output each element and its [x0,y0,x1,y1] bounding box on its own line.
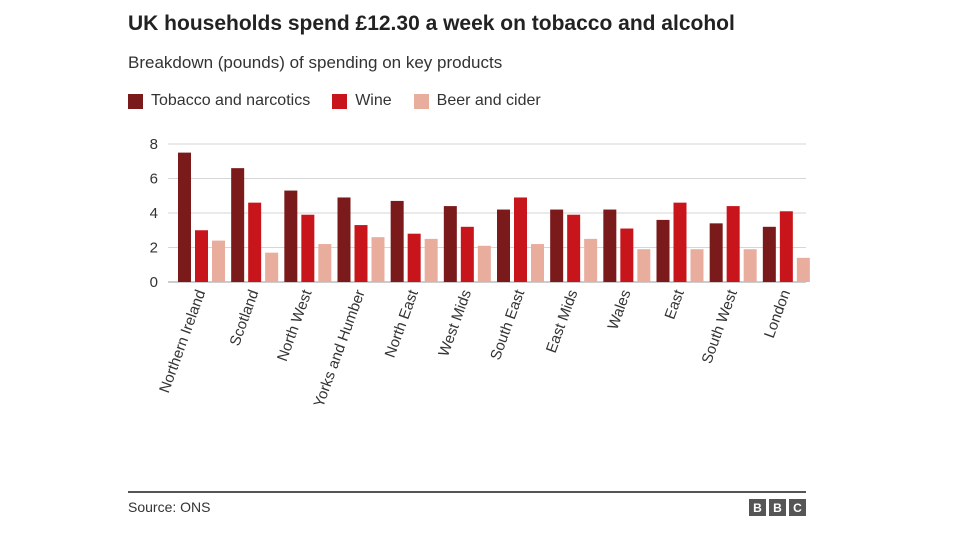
bar [796,257,810,282]
footer-divider [128,491,806,493]
x-tick-label: Northern Ireland [156,288,209,396]
x-tick-label: London [761,288,794,341]
bar [371,237,385,282]
bar [531,244,544,282]
bar [779,211,793,282]
legend-swatch-tobacco [128,93,143,109]
bar [690,249,704,282]
bar [390,200,404,282]
chart-title: UK households spend £12.30 a week on tob… [128,12,735,35]
x-tick-label: North East [382,287,422,360]
x-tick-label: South East [487,287,528,363]
legend-label-tobacco: Tobacco and narcotics [151,92,311,109]
bar [497,209,510,282]
bar [726,206,740,282]
bar [212,240,225,282]
x-tick-label: Scotland [226,288,262,349]
bar [656,219,670,282]
bbc-logo-letter: B [769,499,786,516]
bar [337,197,351,282]
bar [673,202,687,282]
legend-swatch-wine [332,93,348,109]
y-tick-label: 4 [150,205,158,222]
bar [195,230,208,282]
y-tick-label: 8 [150,136,158,153]
x-tick-label: Yorks and Humber [310,288,368,410]
legend: Tobacco and narcotics Wine Beer and cide… [128,92,563,110]
bar [567,214,581,282]
bar [443,206,457,282]
bar [460,226,474,282]
x-tick-label: East [662,287,689,322]
bar [318,244,332,282]
bar [637,249,651,282]
x-tick-label: West Mids [435,288,475,359]
bar [620,228,634,282]
x-tick-label: South West [699,287,742,366]
bar [514,197,527,282]
bar [743,249,757,282]
legend-item-wine: Wine [332,92,392,110]
bbc-logo-letter: C [789,499,806,516]
bar [354,225,368,282]
bbc-logo: B B C [746,499,806,516]
x-tick-label: North West [274,287,316,364]
legend-label-beer: Beer and cider [436,92,541,109]
x-tick-label: Wales [605,288,635,332]
chart-subtitle: Breakdown (pounds) of spending on key pr… [128,53,503,72]
legend-item-tobacco: Tobacco and narcotics [128,92,310,110]
y-tick-label: 0 [150,274,158,291]
bar [178,152,191,282]
source-note: Source: ONS [128,499,211,515]
y-tick-label: 2 [150,240,158,257]
bar [603,209,617,282]
bar [762,226,776,282]
legend-swatch-beer [413,93,429,109]
bar [284,190,298,282]
bar [231,168,245,282]
bbc-logo-letter: B [749,499,766,516]
legend-label-wine: Wine [355,92,392,109]
bar [301,214,315,282]
bar [407,233,421,282]
legend-item-beer: Beer and cider [413,92,541,110]
bar [709,223,723,282]
y-tick-label: 6 [150,171,158,188]
bar [550,209,564,282]
bar [248,202,262,282]
bar [265,252,279,282]
bar [584,238,598,282]
bar [477,245,491,282]
x-tick-label: East Mids [543,288,582,356]
bar [424,238,438,282]
